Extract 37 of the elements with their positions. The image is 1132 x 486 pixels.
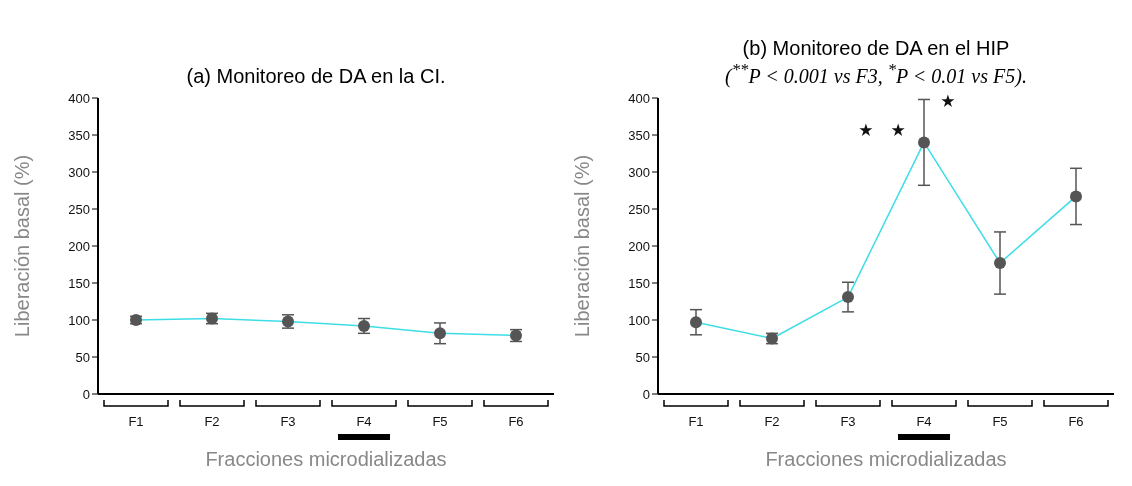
- y-tick-label: 400: [68, 90, 90, 106]
- y-tick-label: 150: [68, 275, 90, 291]
- y-tick-label: 250: [68, 201, 90, 217]
- x-tick-label: F1: [128, 414, 144, 429]
- x-tick-label: F3: [280, 414, 296, 429]
- y-tick-label: 400: [628, 90, 650, 106]
- x-tick-label: F5: [992, 414, 1008, 429]
- chart-title: (a) Monitoreo de DA en la CI.: [186, 65, 446, 88]
- y-tick-label: 100: [68, 312, 90, 328]
- y-tick-label: 300: [628, 164, 650, 180]
- x-tick-label: F4: [916, 414, 932, 429]
- x-tick-label: F6: [508, 414, 524, 429]
- x-tick-label: F2: [204, 414, 220, 429]
- y-tick-label: 0: [82, 386, 90, 402]
- y-axis-title: Liberación basal (%): [11, 154, 34, 338]
- x-tick-label: F5: [432, 414, 448, 429]
- x-tick-label: F2: [764, 414, 780, 429]
- y-tick-label: 200: [628, 238, 650, 254]
- x-tick-label: F1: [688, 414, 704, 429]
- x-tick-label: F4: [356, 414, 372, 429]
- y-tick-label: 0: [642, 386, 650, 402]
- y-tick-label: 350: [68, 127, 90, 143]
- y-tick-label: 100: [628, 312, 650, 328]
- x-axis-title: Fracciones microdializadas: [765, 448, 1007, 470]
- x-tick-label: F6: [1068, 414, 1084, 429]
- chart-title: (b) Monitoreo de DA en el HIP: [742, 37, 1010, 61]
- annotation: ⋆ ⋆: [855, 109, 909, 150]
- x-axis-title: Fracciones microdializadas: [205, 448, 447, 470]
- y-tick-label: 50: [635, 349, 650, 365]
- y-tick-label: 350: [628, 127, 650, 143]
- x-tick-label: F3: [840, 414, 856, 429]
- y-tick-label: 50: [75, 349, 90, 365]
- y-tick-label: 300: [68, 164, 90, 180]
- y-tick-label: 200: [68, 238, 90, 254]
- y-tick-label: 250: [628, 201, 650, 217]
- y-tick-label: 150: [628, 275, 650, 291]
- y-axis-title: Liberación basal (%): [571, 154, 594, 338]
